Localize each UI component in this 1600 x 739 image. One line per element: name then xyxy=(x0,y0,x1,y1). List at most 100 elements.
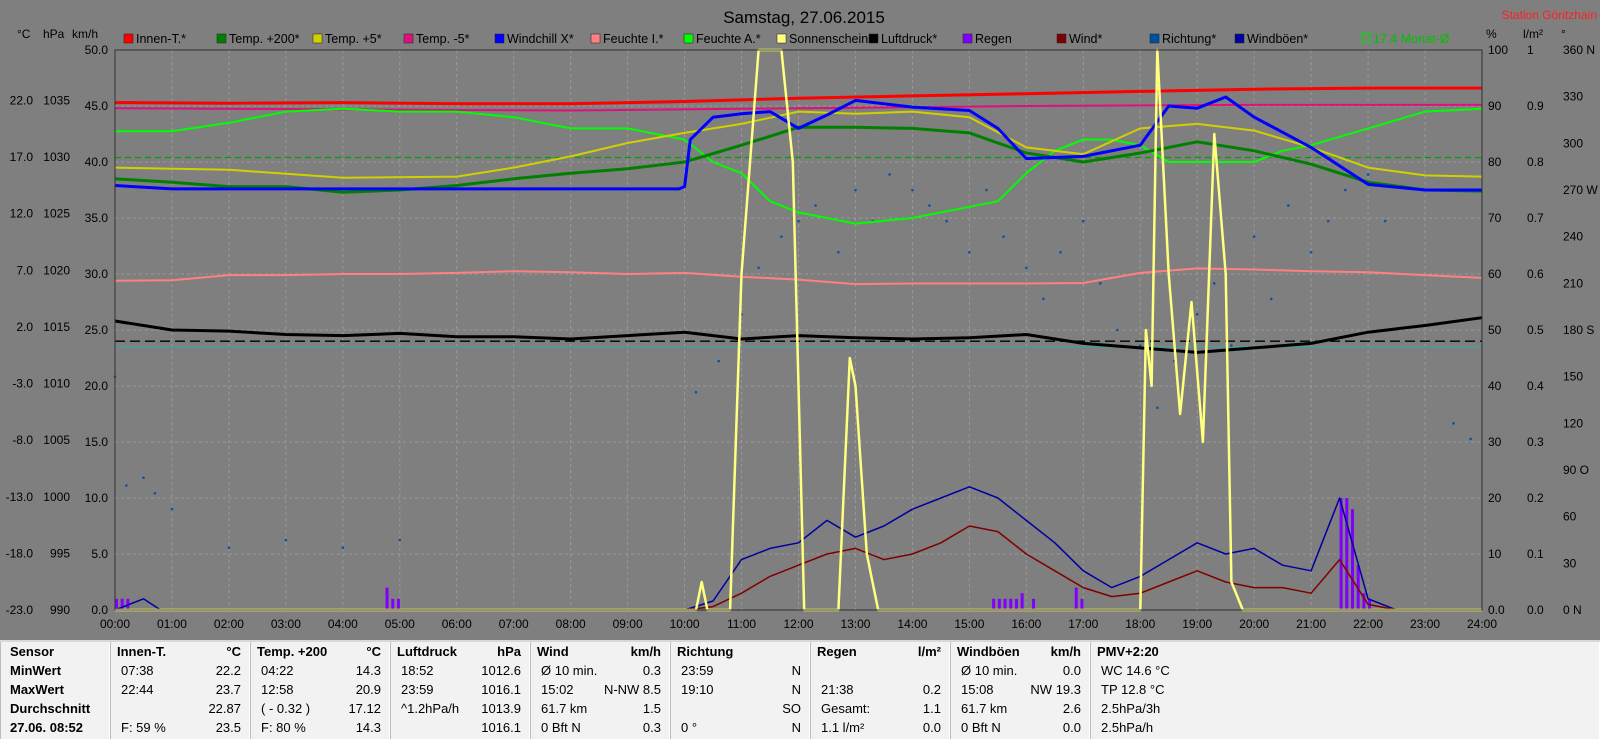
time-tick-label: 06:00 xyxy=(442,617,472,631)
direction-point xyxy=(1309,250,1313,254)
series-line-feuchte-i xyxy=(114,267,1483,286)
column-title: Temp. +200 xyxy=(257,644,328,659)
column-title: Regen xyxy=(817,644,857,659)
table-cell-value: 1016.1 xyxy=(481,682,521,697)
time-tick-label: 14:00 xyxy=(897,617,927,631)
column-unit: km/h xyxy=(630,644,661,659)
rain-bar xyxy=(1032,598,1036,610)
time-tick-label: 24:00 xyxy=(1467,617,1497,631)
direction-point xyxy=(1116,328,1119,332)
table-row: 0 ° N xyxy=(671,720,809,739)
temp-tick-label: 12.0 xyxy=(10,207,34,221)
temp-tick-label: -8.0 xyxy=(12,433,33,447)
table-row: 2.5hPa/h xyxy=(1091,720,1599,739)
table-cell-value: 1.1 xyxy=(922,701,941,716)
rain-bar xyxy=(1074,587,1078,610)
time-tick-label: 00:00 xyxy=(100,617,130,631)
table-row: 07:38 22.2 xyxy=(111,663,249,682)
rain-tick-label: 0.7 xyxy=(1527,211,1544,225)
table-cell-time: ^1.2hPa/h xyxy=(401,701,460,716)
direction-point xyxy=(1344,188,1347,192)
table-row: F: 80 % 14.3 xyxy=(251,720,389,739)
table-row: Ø 10 min. 0.0 xyxy=(951,663,1089,682)
table-cell-time: 1.1 l/m² xyxy=(821,720,865,735)
pressure-tick-label: 1025 xyxy=(43,207,70,221)
humidity-tick-label: 40 xyxy=(1488,379,1502,393)
direction-point xyxy=(1138,344,1142,347)
table-cell-value: 23.5 xyxy=(215,720,241,735)
direction-point xyxy=(284,538,288,542)
table-cell-value: 1012.6 xyxy=(481,663,521,678)
direction-point xyxy=(1230,344,1233,347)
temp-tick-label: -3.0 xyxy=(12,377,33,391)
table-cell-time: WC 14.6 °C xyxy=(1101,663,1170,678)
rain-bar xyxy=(385,587,389,610)
table-cell-time: 0 Bft N xyxy=(541,720,581,735)
table-column: Wind km/h Ø 10 min. 0.3 15:02 N-NW 8.5 61.7 km… xyxy=(530,642,670,739)
legend-label: Wind* xyxy=(1069,32,1102,46)
direction-point xyxy=(398,538,402,542)
table-column-header: Richtung xyxy=(671,644,809,664)
wind-tick-label: 5.0 xyxy=(91,547,108,561)
rain-bar xyxy=(1009,598,1013,610)
column-unit: l/m² xyxy=(917,644,941,659)
table-row: 15:08 NW 19.3 xyxy=(951,682,1089,701)
table-cell-time: 07:38 xyxy=(121,663,154,678)
humidity-tick-label: 50 xyxy=(1488,323,1502,337)
legend-swatch xyxy=(494,33,505,44)
rain-tick-label: 0.6 xyxy=(1527,267,1544,281)
legend-swatch xyxy=(1149,33,1160,44)
time-tick-label: 13:00 xyxy=(840,617,870,631)
table-row: 23:59 N xyxy=(671,663,809,682)
direction-point xyxy=(814,204,817,207)
temp-tick-label: -13.0 xyxy=(6,490,34,504)
direction-tick-label: 360 N xyxy=(1563,43,1595,57)
pressure-tick-label: 1030 xyxy=(43,150,70,164)
rain-tick-label: 0.1 xyxy=(1527,547,1544,561)
direction-point xyxy=(1025,266,1028,270)
rain-bar xyxy=(1020,593,1024,610)
legend-label: Sonnenschein xyxy=(789,32,868,46)
humidity-tick-label: 0.0 xyxy=(1488,603,1505,617)
rain-tick-label: 0.9 xyxy=(1527,99,1544,113)
table-column-header: Regen l/m² xyxy=(811,644,949,664)
table-row: 15:02 N-NW 8.5 xyxy=(531,682,669,701)
legend-swatch xyxy=(962,33,973,44)
table-row: 12:58 20.9 xyxy=(251,682,389,701)
temp-tick-label: 17.0 xyxy=(10,150,34,164)
column-unit: °C xyxy=(366,644,381,659)
time-tick-label: 03:00 xyxy=(271,617,301,631)
row-label: Durchschnitt xyxy=(10,701,91,716)
direction-point xyxy=(717,359,721,363)
temp-tick-label: 22.0 xyxy=(10,93,34,107)
monthly-average-legend: 17.4 Monat-Ø xyxy=(1361,32,1450,46)
table-cell-value: N xyxy=(791,682,801,697)
time-tick-label: 02:00 xyxy=(214,617,244,631)
wind-tick-label: 15.0 xyxy=(85,435,109,449)
rain-bar xyxy=(1350,509,1354,610)
column-unit: °C xyxy=(226,644,241,659)
row-label: 27.06. 08:52 xyxy=(10,720,84,735)
table-row: 04:22 14.3 xyxy=(251,663,389,682)
temp-tick-label: 7.0 xyxy=(16,263,33,277)
temp-axis-label: °C xyxy=(17,27,31,41)
table-row: ( - 0.32 ) 17.12 xyxy=(251,701,389,720)
legend-label: Regen xyxy=(975,32,1012,46)
time-tick-label: 01:00 xyxy=(157,617,187,631)
table-column: Richtung 23:59 N 19:10 N SO 0 ° N xyxy=(670,642,810,739)
legend-swatch xyxy=(1056,33,1067,44)
time-tick-label: 04:00 xyxy=(328,617,358,631)
table-cell-time: F: 80 % xyxy=(261,720,306,735)
wind-tick-label: 30.0 xyxy=(85,267,109,281)
monthly-average-label: 17.4 Monat-Ø xyxy=(1373,32,1450,46)
table-cell-value: 23.7 xyxy=(215,682,241,697)
direction-tick-label: 180 S xyxy=(1563,323,1594,337)
series-line-temp-5 xyxy=(114,110,1483,179)
rain-bar xyxy=(1362,593,1366,610)
table-row: Gesamt: 1.1 xyxy=(811,701,949,720)
legend-swatch xyxy=(1234,33,1245,44)
pressure-tick-label: 1000 xyxy=(43,490,70,504)
row-label: MinWert xyxy=(10,663,62,678)
direction-point xyxy=(1081,219,1085,223)
rain-tick-label: 0.0 xyxy=(1527,603,1544,617)
